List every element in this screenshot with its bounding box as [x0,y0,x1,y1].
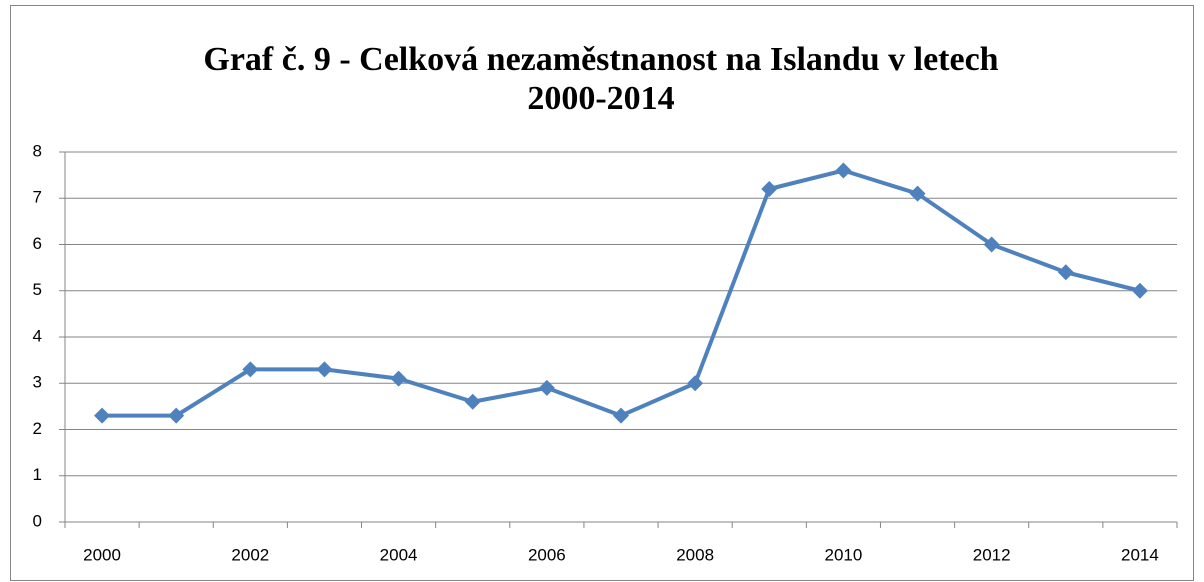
marker [464,393,481,410]
chart-title: 2000-2014 [527,80,674,117]
marker [613,407,629,424]
y-tick-label: 0 [33,511,42,530]
marker [1057,264,1074,281]
x-tick-label: 2014 [1121,545,1159,564]
marker [909,185,926,202]
x-tick-label: 2000 [83,545,121,564]
marker [94,407,111,424]
y-tick-label: 8 [33,141,42,160]
x-tick-label: 2004 [380,545,418,564]
x-tick-label: 2010 [824,545,862,564]
marker [687,375,704,392]
y-tick-label: 3 [33,373,42,392]
x-tick-label: 2012 [973,545,1011,564]
y-tick-label: 6 [33,234,42,253]
marker [1131,282,1148,299]
marker [390,370,407,387]
marker [316,361,333,378]
x-tick-label: 2008 [676,545,714,564]
marker [168,407,185,424]
marker [538,379,555,396]
x-tick-label: 2006 [528,545,566,564]
marker [761,181,778,197]
marker [983,236,1000,253]
y-tick-label: 1 [33,465,42,484]
chart-title: Graf č. 9 - Celková nezaměstnanost na Is… [203,41,998,78]
y-tick-label: 2 [33,419,42,438]
marker [242,361,259,378]
x-tick-label: 2002 [231,545,269,564]
marker [835,162,852,179]
y-tick-label: 5 [33,280,42,299]
chart-frame [10,5,1194,581]
y-tick-label: 4 [33,326,42,345]
y-tick-label: 7 [33,188,42,207]
